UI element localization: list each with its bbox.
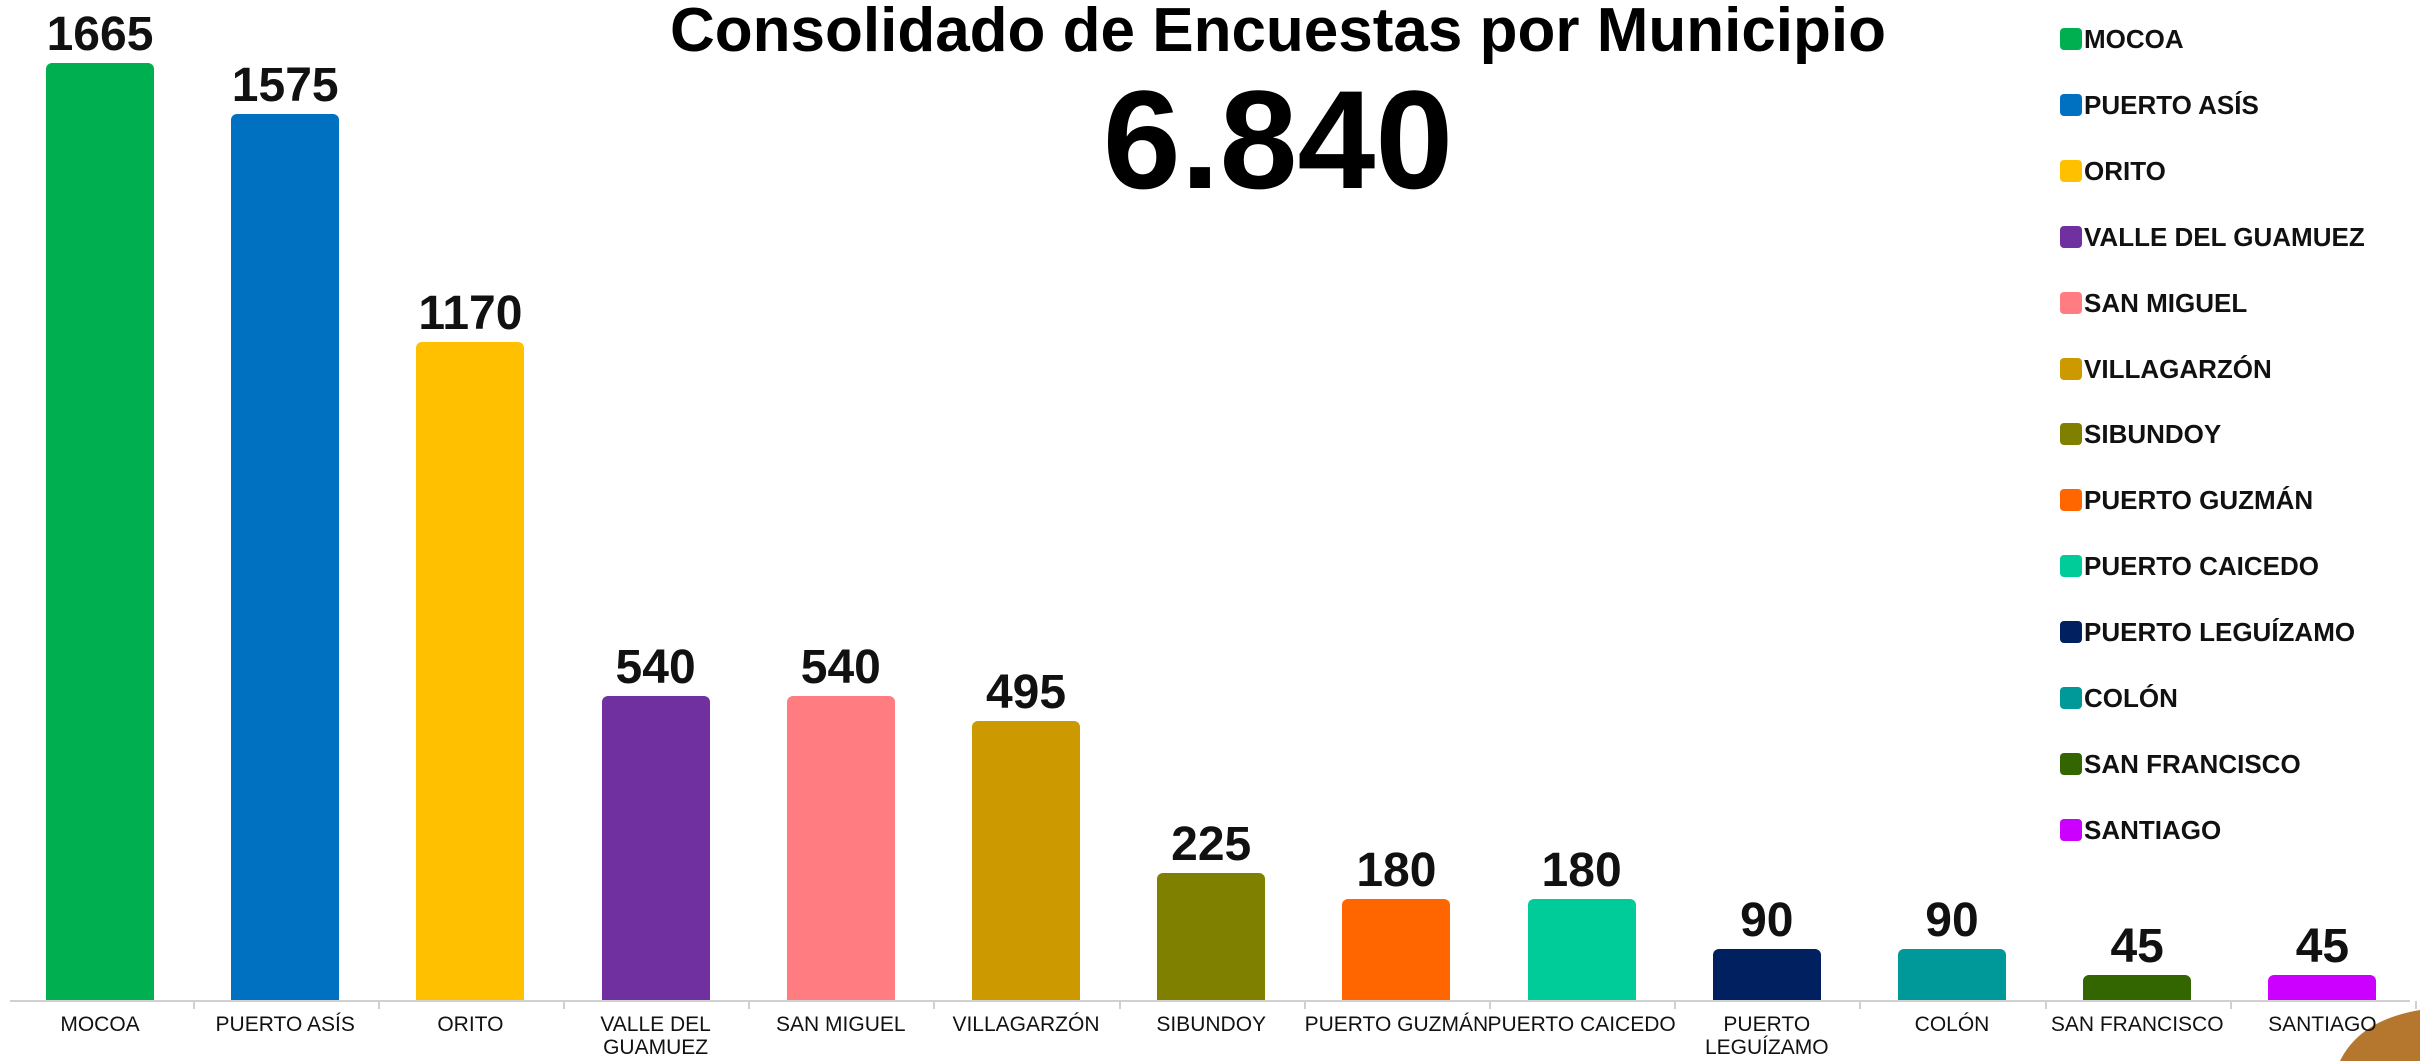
legend-label: SAN FRANCISCO — [2084, 748, 2301, 779]
x-tick — [377, 1001, 380, 1009]
x-tick-label: SAN MIGUEL — [776, 1013, 906, 1036]
value-label: 1665 — [46, 8, 154, 61]
x-tick-label: PUERTO LEGUÍZAMO — [1704, 1013, 1829, 1059]
x-tick — [192, 1001, 195, 1009]
legend-swatch — [2060, 357, 2082, 380]
legend-swatch — [2060, 555, 2082, 578]
legend-swatch — [2060, 93, 2082, 116]
x-tick-label: SIBUNDOY — [1156, 1013, 1267, 1036]
value-label: 540 — [800, 641, 881, 695]
x-tick-label: ORITO — [437, 1013, 504, 1036]
x-tick-label: PUERTO CAICEDO — [1487, 1013, 1676, 1036]
x-tick — [2229, 1001, 2232, 1009]
value-label: 495 — [985, 666, 1067, 720]
x-tick-label: PUERTO ASÍS — [215, 1013, 355, 1036]
value-label: 45 — [2295, 919, 2350, 973]
legend-swatch — [2060, 159, 2082, 182]
value-label: 90 — [1925, 894, 1979, 948]
x-tick — [2415, 1001, 2417, 1009]
bar — [231, 113, 340, 1000]
bar — [416, 341, 525, 1000]
legend-swatch — [2060, 687, 2082, 709]
bar — [46, 63, 154, 1000]
legend-label: SIBUNDOY — [2084, 419, 2222, 450]
bar — [601, 696, 710, 1000]
x-tick — [933, 1001, 936, 1009]
value-label: 180 — [1541, 843, 1622, 897]
legend-swatch — [2060, 423, 2082, 446]
x-tick-label: VALLE DEL GUAMUEZ — [600, 1013, 711, 1059]
x-tick — [1489, 1001, 1491, 1009]
legend-swatch — [2060, 489, 2082, 512]
legend-swatch — [2060, 28, 2082, 50]
bar — [1898, 949, 2006, 1000]
x-tick — [1674, 1001, 1677, 1009]
legend-label: COLÓN — [2084, 683, 2178, 713]
bar — [1527, 898, 1636, 1000]
bar — [1712, 949, 1821, 1000]
bar — [972, 721, 1080, 1000]
chart-title: Consolidado de Encuestas por Municipio — [670, 0, 1886, 65]
legend-swatch — [2060, 291, 2082, 314]
legend-swatch — [2060, 621, 2082, 644]
value-label: 1170 — [418, 286, 523, 340]
bar — [786, 696, 895, 1000]
x-tick — [1859, 1001, 1862, 1009]
x-tick — [2044, 1001, 2047, 1009]
legend-label: PUERTO ASÍS — [2084, 89, 2259, 120]
x-tick-label: VILLAGARZÓN — [952, 1013, 1100, 1036]
legend-label: PUERTO LEGUÍZAMO — [2084, 617, 2356, 648]
x-tick — [1303, 1001, 1306, 1009]
legend-label: VALLE DEL GUAMUEZ — [2084, 221, 2365, 252]
legend-swatch — [2060, 752, 2082, 775]
bar — [1342, 898, 1451, 1000]
value-label: 1575 — [231, 58, 339, 112]
value-label: 90 — [1740, 894, 1794, 948]
bar — [1157, 873, 1266, 1000]
chart-subtitle: 6.840 — [1102, 61, 1454, 218]
x-tick — [748, 1001, 751, 1009]
value-label: 225 — [1171, 818, 1252, 872]
legend-label: VILLAGARZÓN — [2084, 353, 2272, 384]
x-tick — [1118, 1001, 1121, 1009]
legend-label: SANTIAGO — [2084, 814, 2222, 845]
x-tick-label: PUERTO GUZMÁN — [1304, 1013, 1489, 1036]
x-tick-label: COLÓN — [1914, 1013, 1990, 1036]
corner-decoration — [2340, 1010, 2420, 1061]
corner-shape — [2340, 1010, 2420, 1061]
legend-label: MOCOA — [2084, 24, 2184, 54]
legend-swatch — [2060, 225, 2082, 248]
legend-label: ORITO — [2084, 155, 2166, 186]
x-tick — [563, 1001, 565, 1009]
legend-label: PUERTO GUZMÁN — [2084, 485, 2314, 516]
value-label: 45 — [2110, 919, 2164, 973]
bar — [2268, 974, 2377, 1000]
legend-label: PUERTO CAICEDO — [2084, 551, 2319, 582]
bar — [2083, 974, 2192, 1000]
x-tick-label: SANTIAGO — [2268, 1013, 2377, 1036]
x-tick-label: SAN FRANCISCO — [2050, 1013, 2224, 1036]
legend-swatch — [2060, 818, 2082, 841]
x-tick-label: MOCOA — [60, 1013, 140, 1036]
x-axis — [10, 1000, 2410, 1002]
value-label: 180 — [1356, 843, 1437, 897]
value-label: 540 — [615, 641, 696, 695]
legend-label: SAN MIGUEL — [2084, 287, 2248, 318]
